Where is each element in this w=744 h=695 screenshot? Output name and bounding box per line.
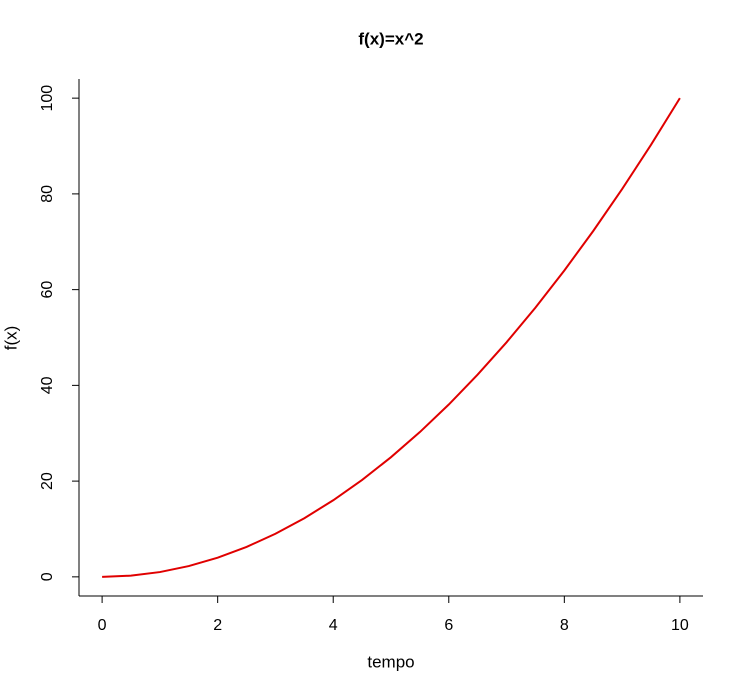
y-tick-label: 60	[39, 281, 56, 299]
y-axis-label: f(x)	[1, 326, 20, 351]
x-tick-label: 6	[444, 617, 453, 634]
y-tick-label: 100	[39, 85, 56, 112]
y-tick-label: 0	[39, 572, 56, 581]
x-axis-label: tempo	[367, 652, 414, 671]
y-tick-label: 40	[39, 376, 56, 394]
y-tick-label: 20	[39, 472, 56, 490]
chart-title: f(x)=x^2	[358, 29, 423, 48]
x-tick-label: 0	[98, 617, 107, 634]
x-tick-label: 8	[560, 617, 569, 634]
x-tick-label: 10	[671, 617, 689, 634]
x-tick-label: 4	[329, 617, 338, 634]
x-tick-label: 2	[213, 617, 222, 634]
line	[102, 97, 681, 578]
y-tick-label: 80	[39, 185, 56, 203]
